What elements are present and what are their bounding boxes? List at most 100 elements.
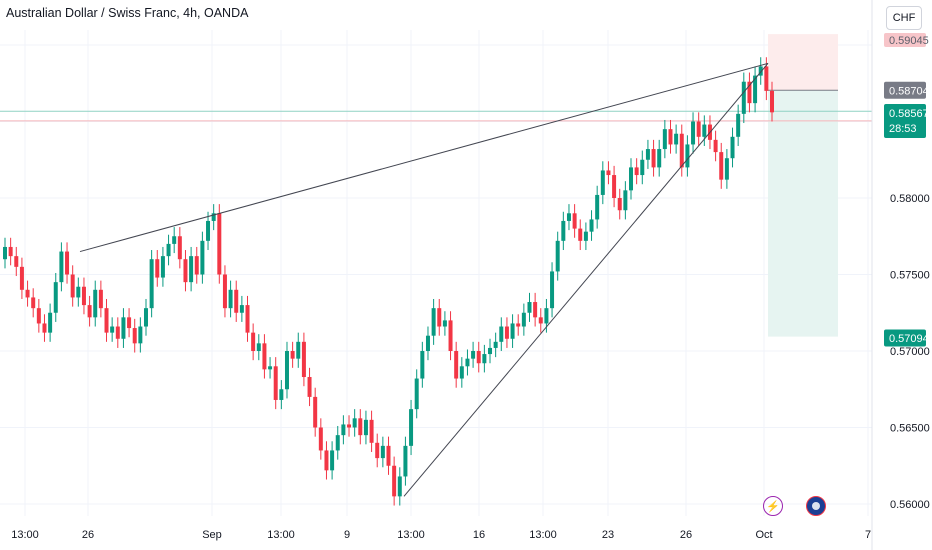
candle-body xyxy=(284,351,289,390)
candle-body xyxy=(730,136,735,159)
stop-loss-price-label-bg xyxy=(884,33,926,47)
candle-body xyxy=(454,351,459,379)
y-tick-label: 0.57500 xyxy=(890,270,930,282)
candle-body xyxy=(172,236,177,244)
last-price-label: 0.58567 xyxy=(889,108,929,120)
y-tick-label: 0.56500 xyxy=(890,423,930,435)
x-tick-label: Oct xyxy=(755,529,772,541)
candle-body xyxy=(493,341,498,348)
candle-body xyxy=(414,378,419,410)
candle-body xyxy=(758,66,763,76)
currency-button[interactable]: CHF xyxy=(886,6,922,30)
x-tick-label: 26 xyxy=(82,529,94,541)
candle-body xyxy=(510,323,515,339)
candle-body xyxy=(19,266,24,290)
candle-body xyxy=(764,66,769,91)
candle-body xyxy=(550,271,555,309)
candle-body xyxy=(736,113,741,137)
candle-body xyxy=(347,424,352,428)
candle-body xyxy=(127,317,132,329)
candle-body xyxy=(753,75,758,104)
candle-body xyxy=(166,243,171,257)
x-tick-label: 16 xyxy=(473,529,485,541)
candle-body xyxy=(471,351,476,359)
candle-body xyxy=(623,190,628,211)
candle-body xyxy=(651,149,656,168)
candle-body xyxy=(14,256,19,267)
candle-body xyxy=(634,167,639,176)
candle-body xyxy=(583,231,588,241)
x-tick-label: 23 xyxy=(602,529,614,541)
candle-body xyxy=(87,305,92,318)
candle-body xyxy=(674,133,679,145)
candle-body xyxy=(645,149,650,160)
candle-body xyxy=(183,259,188,283)
candle-body xyxy=(59,251,64,283)
candle-body xyxy=(662,129,667,150)
candle-body xyxy=(685,144,690,168)
lightning-icon[interactable]: ⚡ xyxy=(763,496,783,516)
candle-body xyxy=(132,328,137,344)
candle-body xyxy=(516,323,521,327)
candle-body xyxy=(369,419,374,443)
candle-body xyxy=(245,305,250,333)
candle-body xyxy=(330,450,335,471)
lower-trendline xyxy=(403,63,769,497)
candle-body xyxy=(629,167,634,191)
candle-body xyxy=(448,320,453,351)
candle-body xyxy=(403,445,408,477)
candle-body xyxy=(572,213,577,229)
chart-title: Australian Dollar / Swiss Franc, 4h, OAN… xyxy=(6,6,249,20)
x-tick-label: 13:00 xyxy=(267,529,295,541)
candle-body xyxy=(482,354,487,364)
candle-body xyxy=(313,396,318,428)
candle-body xyxy=(640,159,645,176)
candle-body xyxy=(222,274,227,309)
candle-body xyxy=(488,347,493,355)
candle-body xyxy=(138,326,143,344)
y-tick-label: 0.58000 xyxy=(890,193,930,205)
candle-body xyxy=(53,282,58,313)
candle-body xyxy=(42,323,47,333)
candle-body xyxy=(595,194,600,220)
candle-body xyxy=(301,341,306,378)
candle-body xyxy=(459,366,464,379)
candle-body xyxy=(256,343,261,351)
candle-body xyxy=(719,152,724,180)
candle-body xyxy=(600,170,605,195)
take-profit-zone xyxy=(768,90,838,337)
candle-body xyxy=(679,133,684,168)
candle-body xyxy=(110,326,115,333)
candle-body xyxy=(504,326,509,339)
candle-body xyxy=(358,418,363,436)
x-tick-label: 26 xyxy=(680,529,692,541)
y-tick-label: 0.56000 xyxy=(890,499,930,511)
candle-body xyxy=(296,341,301,359)
candle-body xyxy=(65,251,70,275)
candle-body xyxy=(273,366,278,400)
candle-body xyxy=(420,351,425,379)
candle-body xyxy=(177,236,182,260)
upper-trendline xyxy=(79,62,769,253)
candle-body xyxy=(76,286,81,298)
candle-body xyxy=(251,332,256,351)
australia-flag-icon[interactable] xyxy=(806,496,826,516)
candle-body xyxy=(341,424,346,436)
candle-body xyxy=(200,240,205,275)
candle-body xyxy=(397,476,402,497)
candle-body xyxy=(380,445,385,459)
candle-body xyxy=(691,121,696,145)
take-profit-price-label: 0.57094 xyxy=(889,333,929,345)
candle-body xyxy=(70,274,75,298)
candle-body xyxy=(657,149,662,168)
candle-body xyxy=(375,442,380,459)
candle-body xyxy=(149,259,154,309)
x-tick-label: 13:00 xyxy=(529,529,557,541)
x-tick-label: 9 xyxy=(344,529,350,541)
candle-body xyxy=(527,302,532,313)
candle-body xyxy=(189,256,194,283)
candle-body xyxy=(617,198,622,211)
candle-body xyxy=(392,465,397,497)
candle-body xyxy=(741,81,746,114)
